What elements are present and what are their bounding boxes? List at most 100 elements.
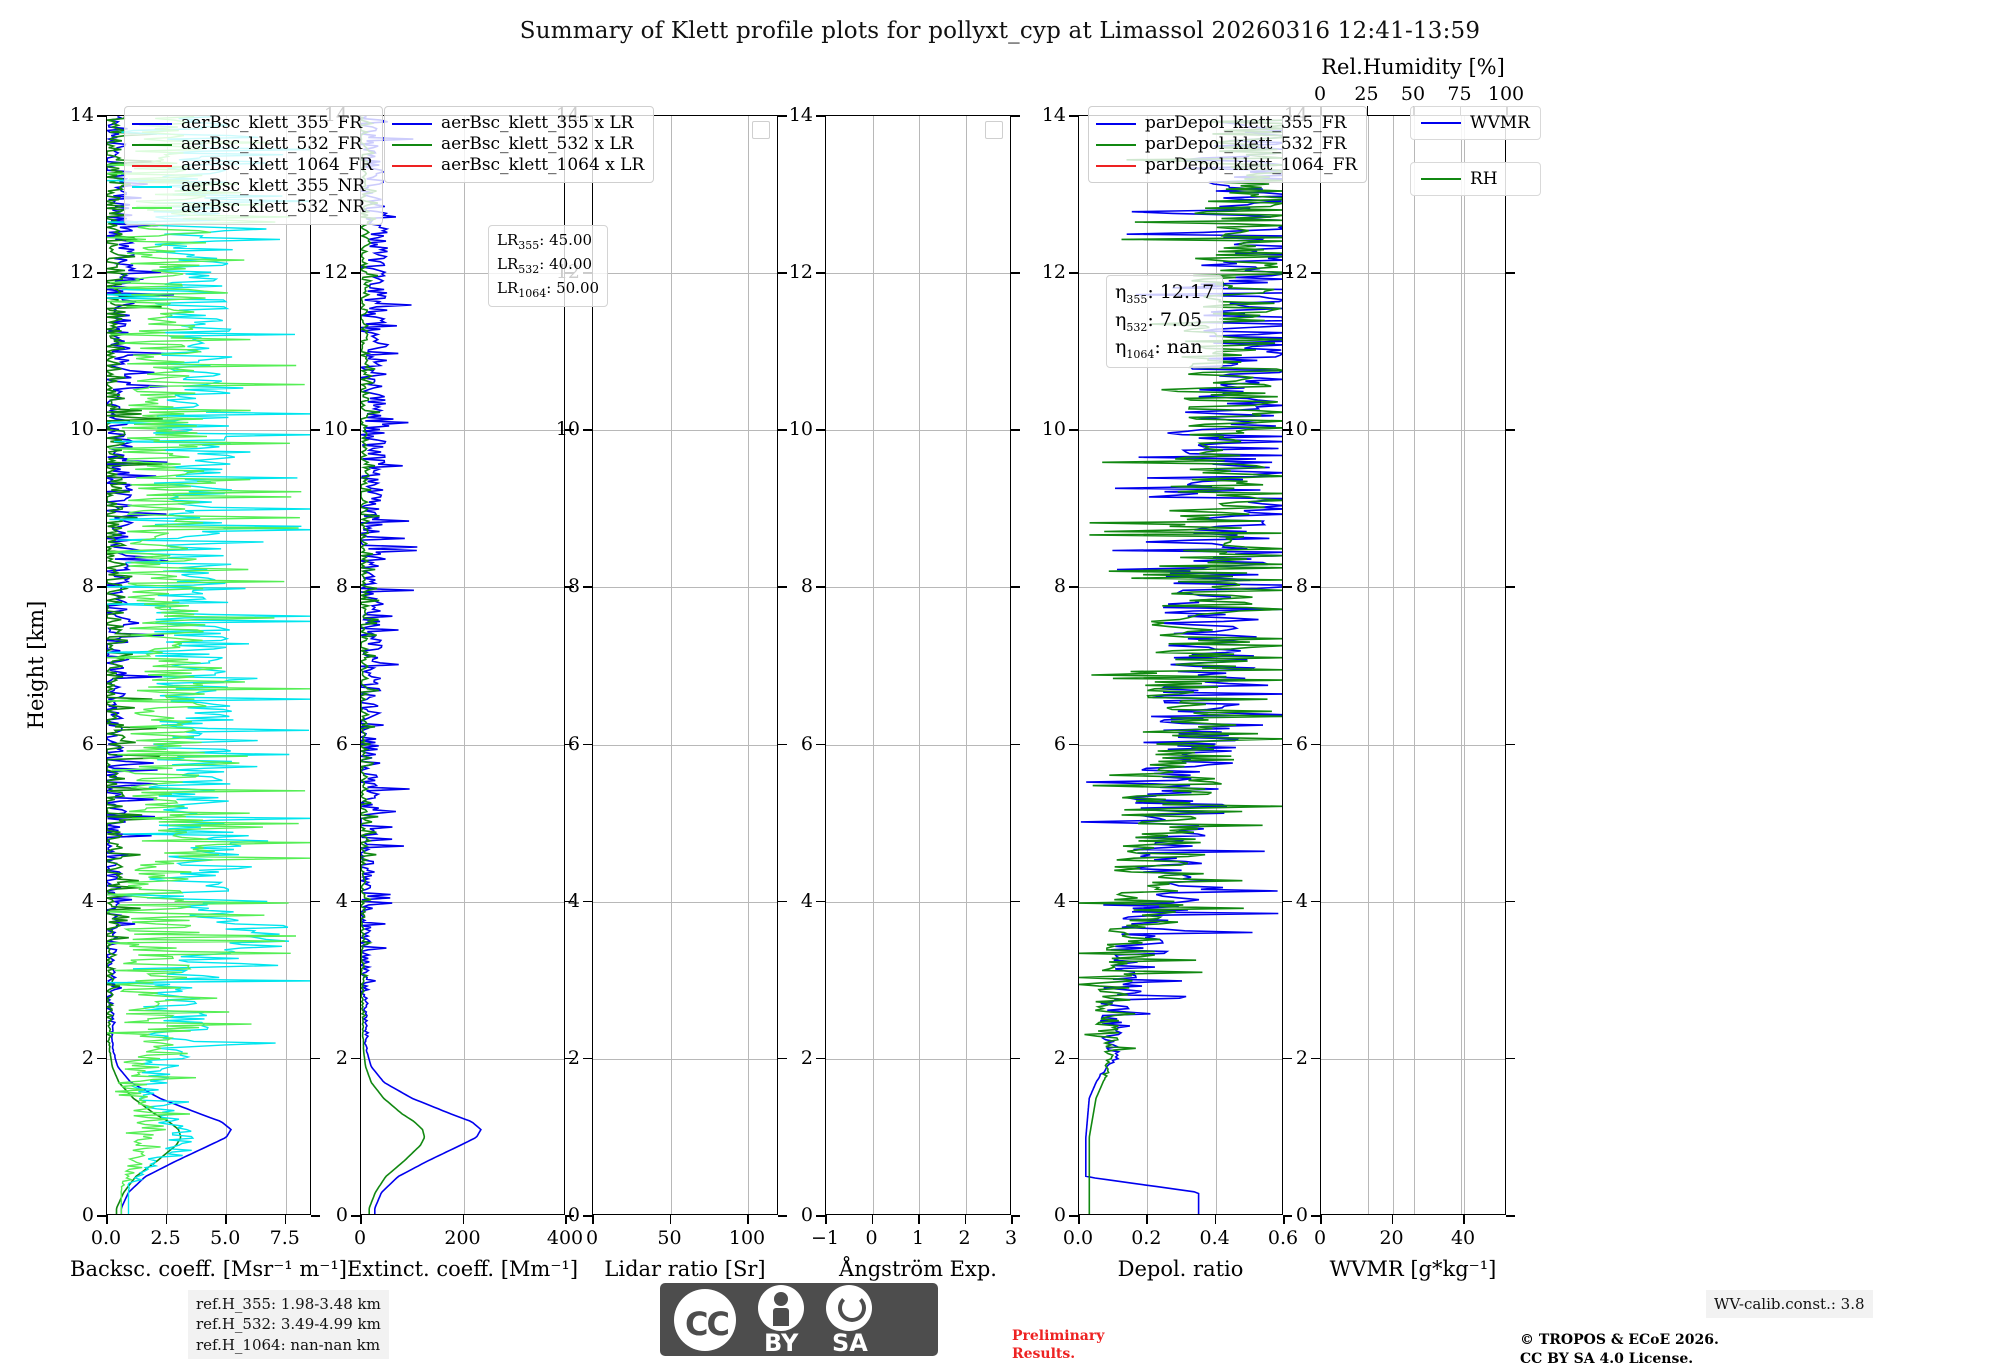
data-curves-angstrom [826, 116, 1011, 1215]
legend-wvmr[interactable]: WVMR RH [1410, 106, 1541, 218]
y-tick [351, 586, 360, 589]
gridline-h [1321, 430, 1505, 432]
y-tick-label: 4 [567, 889, 580, 912]
legend-backscatter[interactable]: aerBsc_klett_355_FR aerBsc_klett_532_FR ae… [124, 106, 383, 225]
y-tick-label: 10 [1283, 418, 1308, 441]
x-tick-label: 20 [1379, 1227, 1404, 1249]
gridline-h [826, 587, 1010, 589]
gridline-v [670, 116, 672, 1214]
y-tick-right [1283, 1057, 1292, 1060]
y-tick-right [1011, 900, 1020, 903]
y-tick-right [311, 1215, 320, 1217]
legend-label: aerBsc_klett_532_NR [181, 197, 366, 218]
gridline-h [107, 744, 310, 746]
x-tick-label: 400 [546, 1227, 584, 1249]
x-tick-label: 0 [1313, 1227, 1327, 1249]
gridline-h [1079, 587, 1282, 589]
gridline-h [593, 744, 777, 746]
gridline-h [107, 273, 310, 275]
y-tick [97, 429, 106, 431]
series-line [361, 116, 482, 1214]
y-tick [1311, 743, 1320, 746]
legend-item-depol-ratio-0[interactable]: parDepol_klett_355_FR [1096, 113, 1357, 134]
gridline-h [593, 901, 777, 903]
y-tick [97, 900, 106, 903]
panel-wvmr[interactable]: 02468101214020400255075100Rel.Humidity [… [1284, 55, 1541, 1281]
y-tick [351, 429, 360, 431]
x-tick [669, 1215, 672, 1224]
copyright-note: © TROPOS & ECoE 2026. CC BY SA 4.0 Licen… [1520, 1332, 1719, 1367]
annotation-extinction: LR355: 45.00 LR532: 40.00 LR1064: 50.00 [488, 225, 609, 307]
panel-lidar-ratio[interactable]: 02468101214050100Lidar ratio [Sr] [556, 104, 787, 1281]
x-tick [1146, 1215, 1148, 1224]
legend-item-extinction-2[interactable]: aerBsc_klett_1064 x LR [392, 155, 644, 176]
reference-height-box: ref.H_355: 1.98-3.48 km ref.H_532: 3.49-4… [188, 1290, 389, 1359]
plot-area-lidar-ratio[interactable] [592, 115, 778, 1215]
legend-item-wvmr-0[interactable]: WVMR [1410, 106, 1541, 140]
legend-item-backscatter-0[interactable]: aerBsc_klett_355_FR [132, 113, 373, 134]
y-tick-label: 6 [1053, 732, 1066, 755]
y-tick-label: 12 [323, 261, 348, 284]
gridline-h [593, 273, 777, 275]
legend-swatch-icon [132, 164, 172, 167]
cc-license-badge[interactable]: CC BY SA [660, 1283, 938, 1357]
y-tick-right [1506, 1215, 1515, 1217]
y-tick-right [1283, 1215, 1292, 1217]
panel-backscatter[interactable]: 0 2 4 6 8 10 12 14 0.0 2.5 5.0 7.5 Backsc. coeff. [M… [70, 104, 383, 1281]
x-tick [106, 1215, 108, 1224]
y-tick [816, 429, 825, 431]
x-tick-label: 0.0 [90, 1227, 122, 1249]
panel-depol-ratio[interactable]: 0 2 4 6 8 10 12 14 0.0 0.2 0.4 0.6 Depol. ratio parDe… [1042, 104, 1368, 1281]
y-tick-right [1506, 900, 1515, 903]
legend-item-backscatter-2[interactable]: aerBsc_klett_1064_FR [132, 155, 373, 176]
y-tick-label: 2 [81, 1046, 94, 1069]
y-tick-right [565, 1057, 574, 1060]
gridline-h [1079, 430, 1282, 432]
legend-item-extinction-1[interactable]: aerBsc_klett_532 x LR [392, 134, 644, 155]
legend-item-wvmr-1[interactable]: RH [1410, 162, 1541, 196]
x-tick [165, 1215, 168, 1224]
gridline-h [826, 1058, 1010, 1060]
plot-area-angstrom[interactable] [825, 115, 1011, 1215]
gridline-v [965, 116, 967, 1214]
annotation-line-0: η355: 12.17 [1115, 281, 1215, 306]
legend-item-depol-ratio-2[interactable]: parDepol_klett_1064_FR [1096, 155, 1357, 176]
legend-item-extinction-0[interactable]: aerBsc_klett_355 x LR [392, 113, 644, 134]
x-tick [1283, 1215, 1285, 1224]
panel-extinction[interactable]: 024681012140200400Extinct. coeff. [Mm⁻¹]… [324, 104, 655, 1281]
x-tick-label: 0 [585, 1227, 599, 1249]
y-tick [1311, 1215, 1320, 1217]
y-tick-label: 6 [567, 732, 580, 755]
legend-label: aerBsc_klett_532 x LR [441, 134, 634, 155]
y-tick-label: 2 [567, 1046, 580, 1069]
legend-item-backscatter-4[interactable]: aerBsc_klett_532_NR [132, 197, 373, 218]
panel-angstrom[interactable]: 0 2 4 6 8 10 12 14 −1 0 1 2 3 Ångström Exp. [789, 104, 1020, 1281]
series-line [1080, 119, 1282, 1214]
gridline-h [361, 430, 564, 432]
y-tick [583, 1057, 592, 1060]
y-tick-label: 2 [1053, 1046, 1066, 1069]
y-tick-label: 8 [335, 575, 348, 598]
sa-arrow-icon [838, 1294, 866, 1322]
legend-item-backscatter-3[interactable]: aerBsc_klett_355_NR [132, 176, 373, 197]
x-tick [1011, 1215, 1013, 1224]
legend-item-backscatter-1[interactable]: aerBsc_klett_532_FR [132, 134, 373, 155]
series-line [361, 116, 426, 1214]
plot-area-wvmr[interactable] [1320, 115, 1506, 1215]
gridline-h [107, 1058, 310, 1060]
annotation-line-0: LR355: 45.00 [497, 231, 593, 252]
y-tick-label: 0 [800, 1204, 813, 1226]
legend-depol-ratio[interactable]: parDepol_klett_355_FR parDepol_klett_532_… [1088, 106, 1368, 183]
y-tick-right [1506, 743, 1515, 746]
annotation-line-1: LR532: 40.00 [497, 254, 593, 276]
legend-extinction[interactable]: aerBsc_klett_355 x LR aerBsc_klett_532 x … [384, 106, 655, 183]
plot-area-backscatter[interactable] [106, 115, 311, 1215]
by-body-icon [773, 1308, 789, 1326]
y-tick-right [311, 586, 320, 589]
y-tick-label: 2 [800, 1046, 813, 1069]
legend-item-depol-ratio-1[interactable]: parDepol_klett_532_FR [1096, 134, 1357, 155]
x-tick-label: 2.5 [150, 1227, 181, 1249]
x-tick-label: 0.4 [1199, 1227, 1230, 1249]
gridline-h [826, 273, 1010, 275]
y-tick-right [565, 586, 574, 589]
